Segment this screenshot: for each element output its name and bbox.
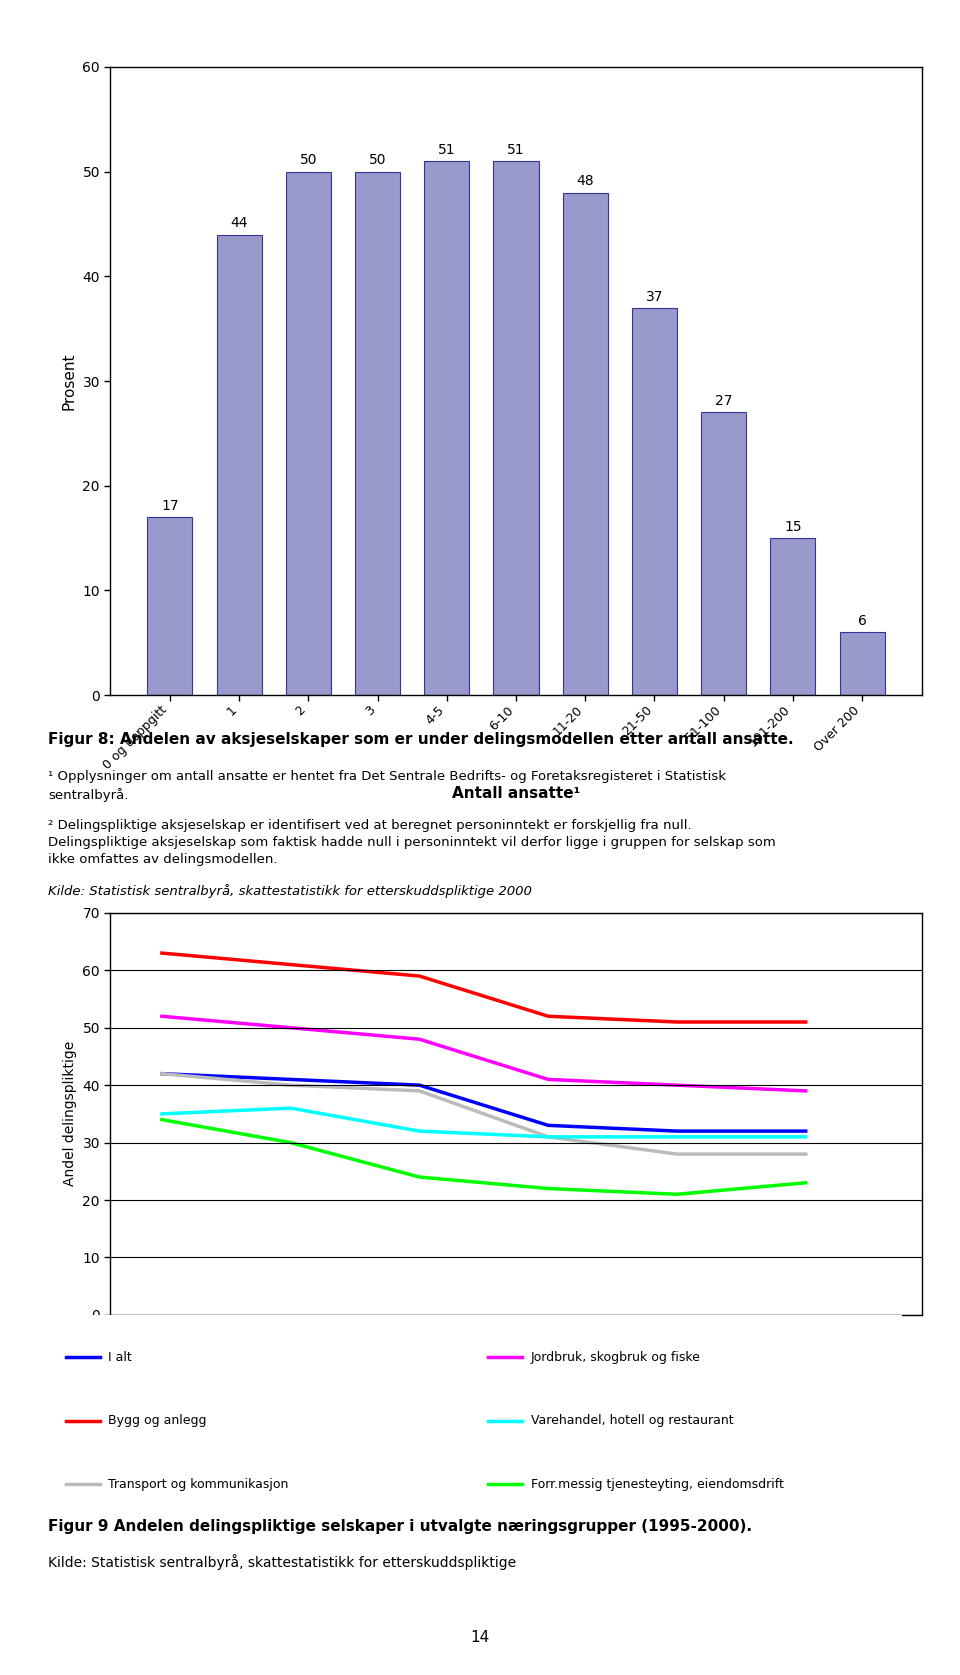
Bar [632,308,677,695]
Text: 44: 44 [230,216,248,229]
Text: 37: 37 [646,290,663,303]
Bar [493,161,539,695]
Y-axis label: Prosent: Prosent [61,352,77,410]
Bar [563,193,608,695]
Bar [217,235,261,695]
Bar [424,161,469,695]
Text: ² Delingspliktige aksjeselskap er identifisert ved at beregnet personinntekt er : ² Delingspliktige aksjeselskap er identi… [48,819,776,866]
Text: 50: 50 [369,154,386,168]
Text: Jordbruk, skogbruk og fiske: Jordbruk, skogbruk og fiske [531,1350,701,1363]
Text: 17: 17 [161,499,179,513]
Text: 48: 48 [576,174,594,189]
Bar [701,412,746,695]
Text: Forr.messig tjenesteyting, eiendomsdrift: Forr.messig tjenesteyting, eiendomsdrift [531,1477,783,1491]
Text: ¹ Opplysninger om antall ansatte er hentet fra Det Sentrale Bedrifts- og Foretak: ¹ Opplysninger om antall ansatte er hent… [48,770,726,802]
Text: Figur 9 Andelen delingspliktige selskaper i utvalgte næringsgrupper (1995-2000).: Figur 9 Andelen delingspliktige selskape… [48,1519,752,1534]
Text: Transport og kommunikasjon: Transport og kommunikasjon [108,1477,289,1491]
Y-axis label: Andel delingspliktige: Andel delingspliktige [62,1042,77,1186]
Text: 14: 14 [470,1630,490,1645]
Bar [840,631,885,695]
Text: 15: 15 [784,519,802,534]
Text: Figur 8: Andelen av aksjeselskaper som er under delingsmodellen etter antall ans: Figur 8: Andelen av aksjeselskaper som e… [48,732,794,747]
Text: 51: 51 [507,142,525,157]
Text: 6: 6 [858,615,867,628]
Text: Bygg og anlegg: Bygg og anlegg [108,1414,206,1427]
Text: Varehandel, hotell og restaurant: Varehandel, hotell og restaurant [531,1414,733,1427]
Bar [286,173,331,695]
Text: 27: 27 [715,394,732,409]
Text: I alt: I alt [108,1350,132,1363]
Text: 51: 51 [438,142,456,157]
X-axis label: Antall ansatte¹: Antall ansatte¹ [452,786,580,801]
Text: Kilde: Statistisk sentralbyrå, skattestatistikk for etterskuddspliktige 2000: Kilde: Statistisk sentralbyrå, skattesta… [48,884,532,898]
Bar [147,518,192,695]
Bar [771,538,815,695]
Bar [355,173,400,695]
Text: Kilde: Statistisk sentralbyrå, skattestatistikk for etterskuddspliktige: Kilde: Statistisk sentralbyrå, skattesta… [48,1554,516,1571]
Text: 50: 50 [300,154,317,168]
